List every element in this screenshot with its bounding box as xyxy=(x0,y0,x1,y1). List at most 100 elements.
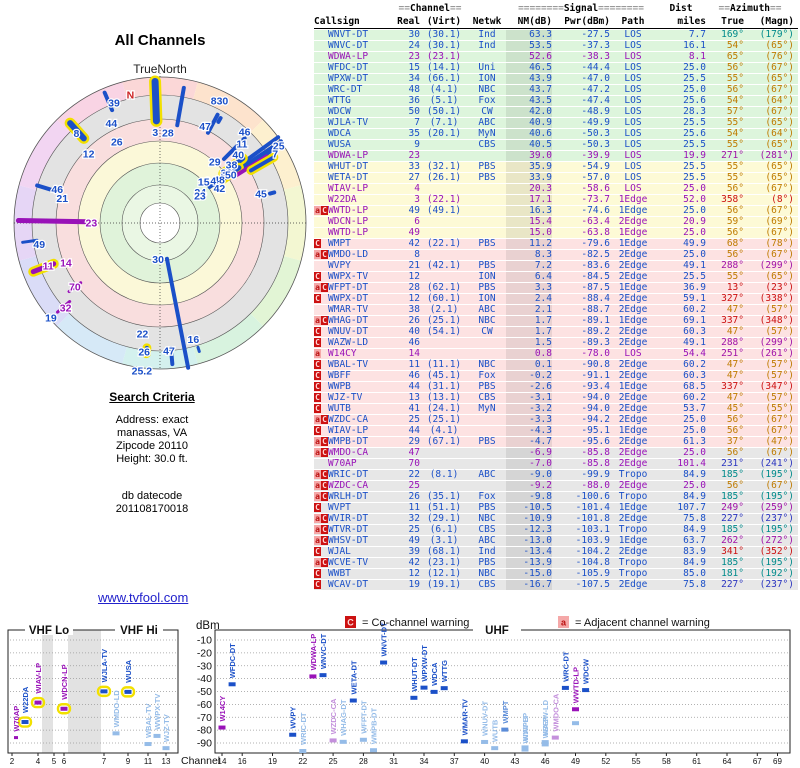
svg-text:-50: -50 xyxy=(197,686,212,698)
table-cell: Fox xyxy=(478,95,496,106)
table-row: a W14CY 14 0.8 -78.0 LOS 54.4 251° (261°) xyxy=(314,349,798,359)
table-cell: W70AP xyxy=(328,458,357,469)
table-cell xyxy=(314,162,328,172)
table-cell xyxy=(314,195,328,205)
table-cell: WRC-DT xyxy=(328,84,363,95)
table-cell: (76°) xyxy=(765,51,794,62)
table-cell: -9.8 xyxy=(506,492,552,502)
table-cell: 2Edge xyxy=(618,304,648,315)
table-cell: (67°) xyxy=(765,480,794,491)
table-cell: LOS xyxy=(624,40,642,51)
table-cell: -10.9 xyxy=(506,514,552,524)
svg-text:22: 22 xyxy=(137,329,149,341)
co-channel-warning-badge: C xyxy=(321,250,328,259)
table-cell: -37.3 xyxy=(581,40,610,51)
table-row: WDCN-LP 6 15.4 -63.4 2Edge 20.9 59° (69°) xyxy=(314,217,798,227)
all-channels-radar-chart: 3 288304729461140383650483415242342257451… xyxy=(13,73,307,376)
table-cell: (31.1) xyxy=(426,381,462,392)
table-row: C WCAV-DT 19 (19.1) CBS -16.7 -107.5 2Edge 75.8 2… xyxy=(314,580,798,590)
table-cell: -95.6 xyxy=(581,436,610,447)
co-channel-legend-text: = Co-channel warning xyxy=(362,617,469,629)
svg-text:4: 4 xyxy=(36,757,41,766)
table-cell: CBS xyxy=(478,579,496,590)
svg-text:WBAL-TV: WBAL-TV xyxy=(144,703,153,738)
svg-text:40: 40 xyxy=(480,757,489,766)
tvfool-link[interactable]: www.tvfool.com xyxy=(98,590,189,605)
table-cell: 56° xyxy=(726,205,744,216)
table-row: C WWPB 44 (31.1) PBS -2.6 -93.4 1Edge 68.5 337° (3… xyxy=(314,382,798,392)
table-cell: 61.3 xyxy=(683,436,706,447)
svg-text:15: 15 xyxy=(198,177,210,189)
table-cell: 49 xyxy=(408,227,420,238)
table-cell: 7 xyxy=(414,117,420,128)
table-cell: WRIC-DT xyxy=(328,469,369,480)
table-cell: 40 xyxy=(408,326,420,337)
table-cell: WCVE-TV xyxy=(328,557,369,568)
table-cell: -105.9 xyxy=(575,568,610,579)
table-cell: 46 xyxy=(408,337,420,348)
search-criteria: Search Criteria Address: exact manassas, … xyxy=(52,390,252,516)
table-cell: 52.0 xyxy=(683,194,706,205)
table-cell: PBS xyxy=(478,161,496,172)
table-cell: 12 xyxy=(408,293,420,304)
svg-text:WRIC-DT: WRIC-DT xyxy=(299,712,308,745)
table-cell: -63.8 xyxy=(581,227,610,238)
table-cell: 42 xyxy=(408,557,420,568)
table-cell: WDWA-LP xyxy=(328,51,369,62)
table-cell xyxy=(468,459,506,469)
table-row: WTTG 36 (5.1) Fox 43.5 -47.4 LOS 25.6 54° (64°) xyxy=(314,96,798,106)
table-cell: 2Edge xyxy=(618,458,648,469)
table-cell: 54° xyxy=(726,128,744,139)
co-channel-warning-badge: C xyxy=(314,360,321,369)
table-cell: (30.1) xyxy=(426,40,462,51)
table-cell: 56° xyxy=(726,62,744,73)
table-cell: 16.1 xyxy=(683,40,706,51)
table-cell: (57°) xyxy=(765,359,794,370)
signal-bar xyxy=(319,673,327,678)
table-cell xyxy=(468,338,506,348)
table-cell: (4.1) xyxy=(429,425,459,436)
table-cell: 56° xyxy=(726,249,744,260)
table-cell xyxy=(314,184,328,194)
table-cell: 55° xyxy=(726,73,744,84)
table-cell: 25.0 xyxy=(683,480,706,491)
table-cell: (64°) xyxy=(765,95,794,106)
table-cell: WNVT-DT xyxy=(328,29,369,40)
co-channel-warning-badge: C xyxy=(314,327,321,336)
table-cell: WAZW-LD xyxy=(328,337,369,348)
co-channel-warning-badge: C xyxy=(314,338,321,347)
signal-bar xyxy=(218,725,226,730)
table-cell: -83.6 xyxy=(581,260,610,271)
table-cell: -50.3 xyxy=(581,128,610,139)
svg-text:-30: -30 xyxy=(197,660,212,672)
table-cell: WUSA xyxy=(328,139,351,150)
table-cell: (20.1) xyxy=(426,128,462,139)
table-cell: 24 xyxy=(408,40,420,51)
table-cell: 12 xyxy=(408,271,420,282)
adjacent-channel-warning-badge: a xyxy=(314,316,321,325)
svg-text:WNUV-DT: WNUV-DT xyxy=(481,701,490,736)
table-cell: 25 xyxy=(408,480,420,491)
table-cell: WJLA-TV xyxy=(328,117,369,128)
svg-text:26: 26 xyxy=(111,136,123,148)
polar-chart-title: All Channels xyxy=(114,32,206,49)
table-cell: 25.5 xyxy=(683,139,706,150)
svg-text:48: 48 xyxy=(213,175,225,187)
table-row: Callsign Real (Virt) Netwk NM(dB) Pwr(dBm) Pat… xyxy=(314,16,798,29)
adjacent-channel-warning-badge: a xyxy=(314,525,321,534)
signal-bar xyxy=(162,746,170,751)
signal-bar xyxy=(420,685,428,690)
table-cell: 1.7 xyxy=(506,316,552,326)
svg-text:WJLA-TV: WJLA-TV xyxy=(100,649,109,682)
table-cell xyxy=(420,448,468,458)
table-cell: 27 xyxy=(408,172,420,183)
svg-text:-60: -60 xyxy=(197,699,212,711)
table-cell: WMDO-LD xyxy=(328,249,369,260)
table-cell: WJZ-TV xyxy=(328,392,363,403)
table-cell: -103.1 xyxy=(575,524,610,535)
signal-bar xyxy=(481,739,489,744)
table-cell: 57° xyxy=(726,106,744,117)
svg-text:40: 40 xyxy=(232,149,244,161)
